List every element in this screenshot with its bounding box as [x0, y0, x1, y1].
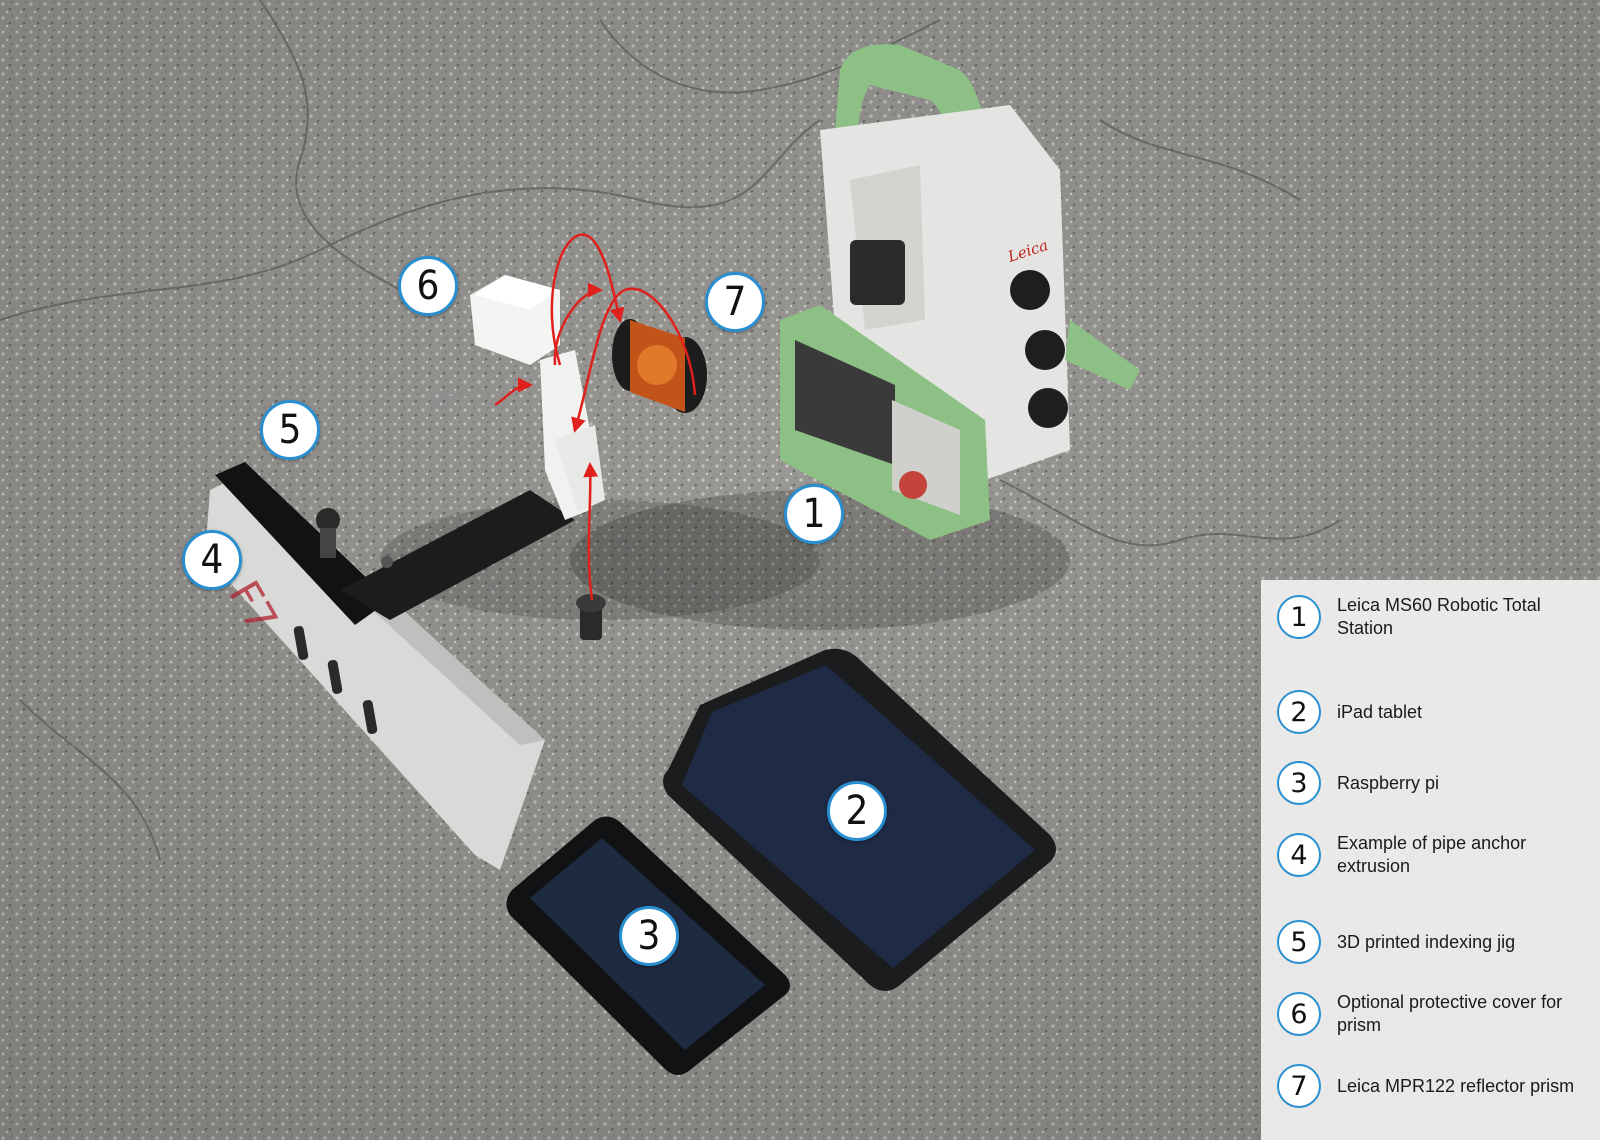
- total-station: Leica: [780, 44, 1140, 540]
- legend-item: 5 3D printed indexing jig: [1277, 920, 1592, 964]
- callout-6: 6: [398, 256, 458, 316]
- prism-mount: [540, 350, 606, 640]
- legend-label: Leica MS60 Robotic Total Station: [1337, 595, 1541, 638]
- assembly-arrows: [494, 233, 697, 601]
- legend-number: 5: [1277, 920, 1321, 964]
- protective-cover: [430, 275, 560, 410]
- callout-5: 5: [260, 400, 320, 460]
- callout-1: 1: [784, 484, 844, 544]
- legend-item: 1 Leica MS60 Robotic Total Station: [1277, 594, 1592, 640]
- legend-item: 7 Leica MPR122 reflector prism: [1277, 1064, 1592, 1108]
- legend-panel: 1 Leica MS60 Robotic Total Station 2 iPa…: [1261, 580, 1600, 1140]
- legend-number: 1: [1277, 595, 1321, 639]
- legend-label: iPad tablet: [1337, 701, 1423, 722]
- legend-item: 4 Example of pipe anchor extrusion: [1277, 832, 1592, 878]
- legend-number: 7: [1277, 1064, 1321, 1108]
- legend-item: 6 Optional protective cover for prism: [1277, 991, 1592, 1037]
- legend-item: 3 Raspberry pi: [1277, 761, 1592, 805]
- callout-3: 3: [619, 906, 679, 966]
- indexing-jig: [215, 462, 575, 625]
- legend-number: 2: [1277, 690, 1321, 734]
- legend-number: 4: [1277, 833, 1321, 877]
- legend-label: Optional protective cover for prism: [1337, 992, 1563, 1035]
- callout-2: 2: [827, 781, 887, 841]
- legend-label: Raspberry pi: [1337, 772, 1440, 793]
- legend-label: Example of pipe anchor extrusion: [1337, 833, 1527, 876]
- legend-item: 2 iPad tablet: [1277, 690, 1592, 734]
- callout-4: 4: [182, 530, 242, 590]
- legend-number: 6: [1277, 992, 1321, 1036]
- legend-label: 3D printed indexing jig: [1337, 931, 1516, 952]
- legend-label: Leica MPR122 reflector prism: [1337, 1075, 1575, 1096]
- legend-number: 3: [1277, 761, 1321, 805]
- callout-7: 7: [705, 272, 765, 332]
